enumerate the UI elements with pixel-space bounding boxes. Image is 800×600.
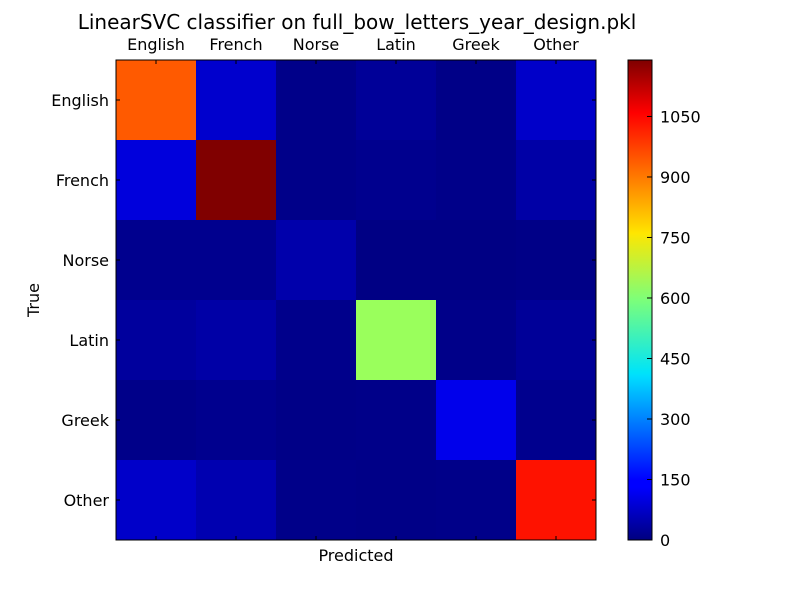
- y-tick-label-greek: Greek: [61, 411, 109, 430]
- plot-frame: [115, 59, 597, 541]
- heatmap-cell-english-greek: [436, 60, 517, 141]
- colorbar-tick-label: 300: [660, 410, 691, 429]
- heatmap-cell-french-greek: [436, 140, 517, 221]
- heatmap-cell-norse-other: [516, 220, 597, 301]
- heatmap-cell-french-latin: [356, 140, 437, 221]
- x-tick-label-norse: Norse: [293, 35, 340, 54]
- heatmap-cell-greek-english: [116, 380, 197, 461]
- y-tick-label-norse: Norse: [62, 251, 109, 270]
- colorbar-tick-label: 600: [660, 289, 691, 308]
- heatmap-cell-greek-other: [516, 380, 597, 461]
- y-axis-label: True: [24, 283, 43, 318]
- heatmap-cell-latin-english: [116, 300, 197, 381]
- heatmap-cell-other-latin: [356, 460, 437, 541]
- colorbar-tick-label: 0: [660, 531, 670, 550]
- heatmap-cell-latin-norse: [276, 300, 357, 381]
- heatmap-cell-greek-french: [196, 380, 277, 461]
- heatmap-cell-english-other: [516, 60, 597, 141]
- x-tick-labels: English French Norse Latin Greek Other: [127, 35, 579, 540]
- heatmap-cell-french-other: [516, 140, 597, 221]
- heatmap-cell-greek-greek: [436, 380, 517, 461]
- heatmap-cell-norse-french: [196, 220, 277, 301]
- heatmap-cell-english-english: [116, 60, 197, 141]
- heatmap-cell-french-french: [196, 140, 277, 221]
- heatmap-cell-english-french: [196, 60, 277, 141]
- heatmap-cell-english-latin: [356, 60, 437, 141]
- heatmap-cell-english-norse: [276, 60, 357, 141]
- heatmap-cell-greek-norse: [276, 380, 357, 461]
- colorbar-tick-label: 1050: [660, 107, 701, 126]
- chart-title: LinearSVC classifier on full_bow_letters…: [78, 10, 637, 34]
- heatmap-cell-other-norse: [276, 460, 357, 541]
- heatmap-cell-other-other: [516, 460, 597, 541]
- colorbar-tick-label: 900: [660, 168, 691, 187]
- y-tick-label-latin: Latin: [69, 331, 109, 350]
- colorbar-ticks: 0 150 300 450 600 750 900 1050: [647, 107, 701, 550]
- x-tick-label-greek: Greek: [452, 35, 500, 54]
- x-tick-label-english: English: [127, 35, 185, 54]
- heatmap-cell-latin-latin: [356, 300, 437, 381]
- heatmap-cell-other-greek: [436, 460, 517, 541]
- y-tick-label-english: English: [51, 91, 109, 110]
- heatmap-cell-other-french: [196, 460, 277, 541]
- x-tick-label-other: Other: [533, 35, 579, 54]
- colorbar-tick-label: 150: [660, 470, 691, 489]
- colorbar: [627, 59, 653, 541]
- y-tick-label-french: French: [56, 171, 109, 190]
- y-tick-label-other: Other: [64, 491, 110, 510]
- heatmap-cell-norse-english: [116, 220, 197, 301]
- heatmap-cell-french-english: [116, 140, 197, 221]
- heatmap-cell-other-english: [116, 460, 197, 541]
- heatmap-cells: [116, 60, 597, 541]
- colorbar-tick-label: 750: [660, 228, 691, 247]
- heatmap-cell-french-norse: [276, 140, 357, 221]
- heatmap-cell-greek-latin: [356, 380, 437, 461]
- heatmap-cell-latin-other: [516, 300, 597, 381]
- heatmap-cell-norse-latin: [356, 220, 437, 301]
- colorbar-tick-label: 450: [660, 349, 691, 368]
- heatmap-cell-latin-french: [196, 300, 277, 381]
- x-axis-label: Predicted: [318, 546, 393, 565]
- y-tick-labels: English French Norse Latin Greek Other: [51, 91, 596, 510]
- heatmap-cell-latin-greek: [436, 300, 517, 381]
- x-tick-label-latin: Latin: [376, 35, 416, 54]
- heatmap-cell-norse-norse: [276, 220, 357, 301]
- x-tick-label-french: French: [209, 35, 262, 54]
- heatmap-cell-norse-greek: [436, 220, 517, 301]
